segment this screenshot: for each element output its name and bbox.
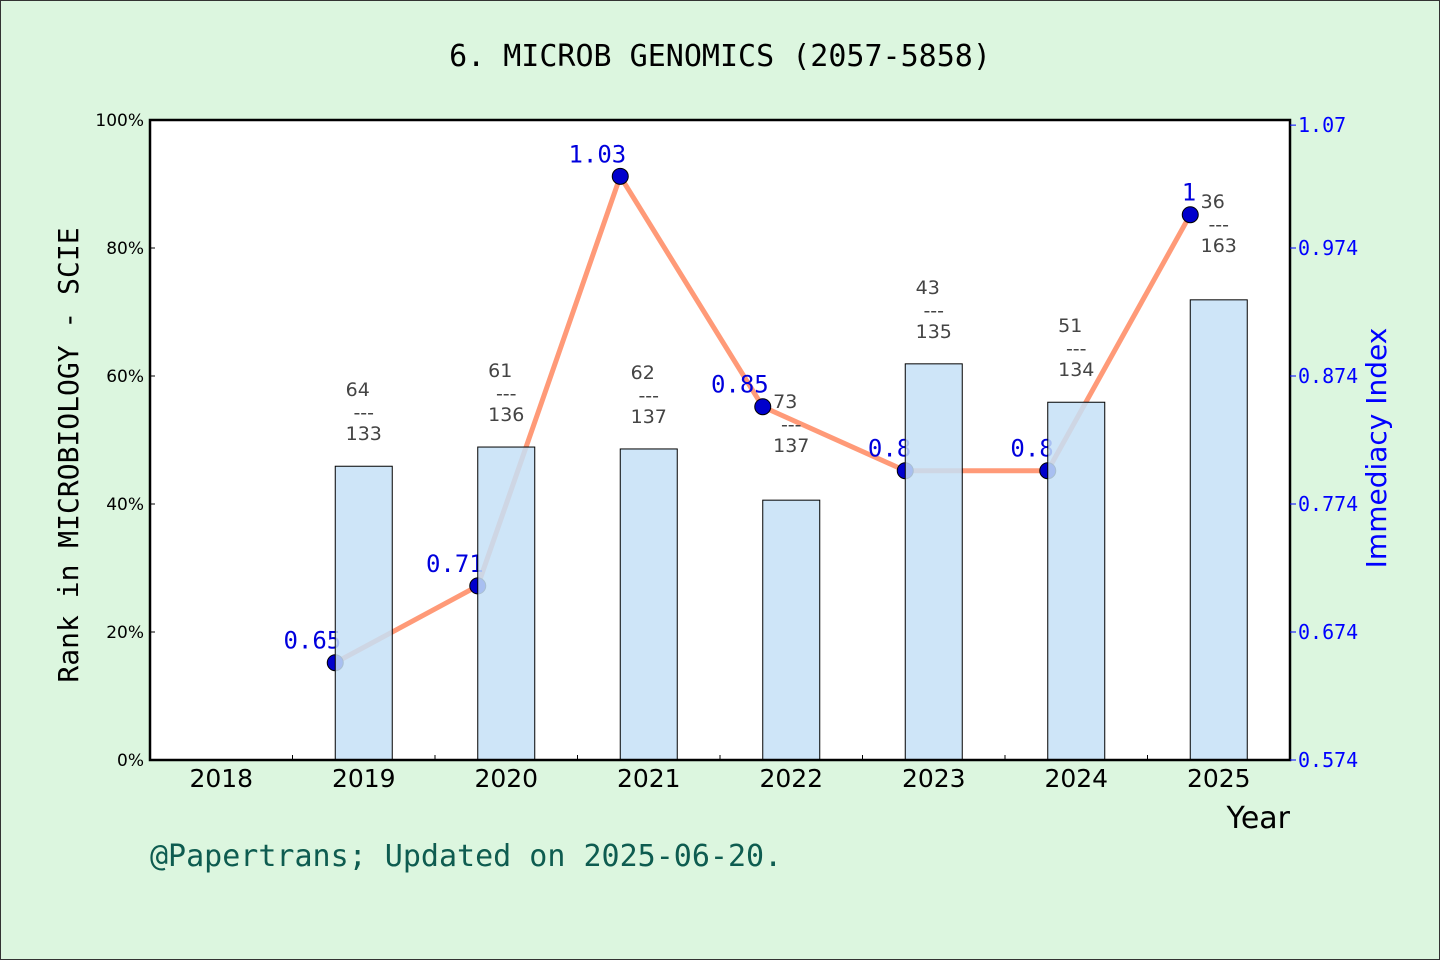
bar-rank-label: 73 [773, 391, 797, 413]
line-value-label: 1.03 [568, 140, 626, 168]
y-tick-label: 80% [106, 239, 144, 259]
line-segment [760, 404, 908, 474]
bar-rank-label: 62 [631, 362, 655, 384]
bar-rank-label: 51 [1058, 315, 1082, 337]
line-value-label: 0.71 [426, 550, 484, 578]
y2-tick-label: 0.874 [1298, 364, 1358, 388]
y-tick-label: 0% [117, 751, 144, 771]
bar-separator: --- [781, 414, 802, 436]
y2-tick-label: 0.574 [1298, 748, 1358, 772]
bar-total-label: 134 [1058, 359, 1094, 381]
y-tick-label: 100% [95, 111, 144, 131]
y-tick-label: 40% [106, 495, 144, 515]
bar-rank-label: 64 [346, 379, 370, 401]
bar-total-label: 133 [346, 423, 382, 445]
line-segment [617, 173, 766, 410]
x-tick-label: 2018 [189, 764, 253, 793]
x-tick-label: 2024 [1044, 764, 1108, 793]
y2-tick-label: 0.774 [1298, 492, 1358, 516]
line-point [1181, 206, 1199, 224]
bar [1189, 299, 1248, 761]
x-tick-label: 2025 [1187, 764, 1251, 793]
x-tick-label: 2019 [332, 764, 396, 793]
bar-rank-label: 43 [916, 277, 940, 299]
bar-total-label: 163 [1201, 235, 1237, 257]
x-tick-label: 2021 [617, 764, 681, 793]
bar-separator: --- [353, 402, 374, 424]
bar-total-label: 136 [488, 404, 524, 426]
x-tick-label: 2023 [902, 764, 966, 793]
bar [619, 448, 678, 761]
y2-tick-label: 1.07 [1298, 113, 1346, 137]
y2-tick-label: 0.674 [1298, 620, 1358, 644]
y-axis-label: Rank in MICROBIOLOGY - SCIE [52, 227, 85, 682]
line-value-label: 0.85 [711, 371, 769, 399]
plot-area [150, 120, 1290, 760]
bar-separator: --- [496, 383, 517, 405]
bar-separator: --- [1066, 338, 1087, 360]
chart-title: 6. MICROB GENOMICS (2057-5858) [449, 39, 991, 74]
y-tick-label: 20% [106, 623, 144, 643]
line-point [754, 398, 772, 416]
bar [477, 446, 536, 761]
bar-rank-label: 36 [1201, 191, 1225, 213]
bar [334, 465, 393, 761]
x-tick-label: 2020 [474, 764, 538, 793]
bar [762, 499, 821, 761]
line-value-label: 0.8 [1010, 435, 1053, 463]
bar-total-label: 137 [631, 406, 667, 428]
y-tick-label: 60% [106, 367, 144, 387]
x-axis-label: Year [1225, 801, 1290, 836]
footer-credit: @Papertrans; Updated on 2025-06-20. [150, 839, 782, 874]
y2-axis-label: Immediacy Index [1360, 328, 1393, 569]
y2-tick-label: 0.974 [1298, 236, 1358, 260]
line-point [611, 167, 629, 185]
bar-total-label: 137 [773, 435, 809, 457]
x-tick-label: 2022 [759, 764, 823, 793]
line-value-label: 0.8 [868, 435, 911, 463]
bar-rank-label: 61 [488, 360, 512, 382]
bar-separator: --- [923, 300, 944, 322]
bar-total-label: 135 [916, 321, 952, 343]
bar [904, 363, 963, 761]
bar-separator: --- [638, 385, 659, 407]
line-value-label: 0.65 [283, 627, 341, 655]
line-value-label: 1 [1182, 179, 1196, 207]
bar-separator: --- [1208, 214, 1229, 236]
bar [1047, 401, 1106, 761]
